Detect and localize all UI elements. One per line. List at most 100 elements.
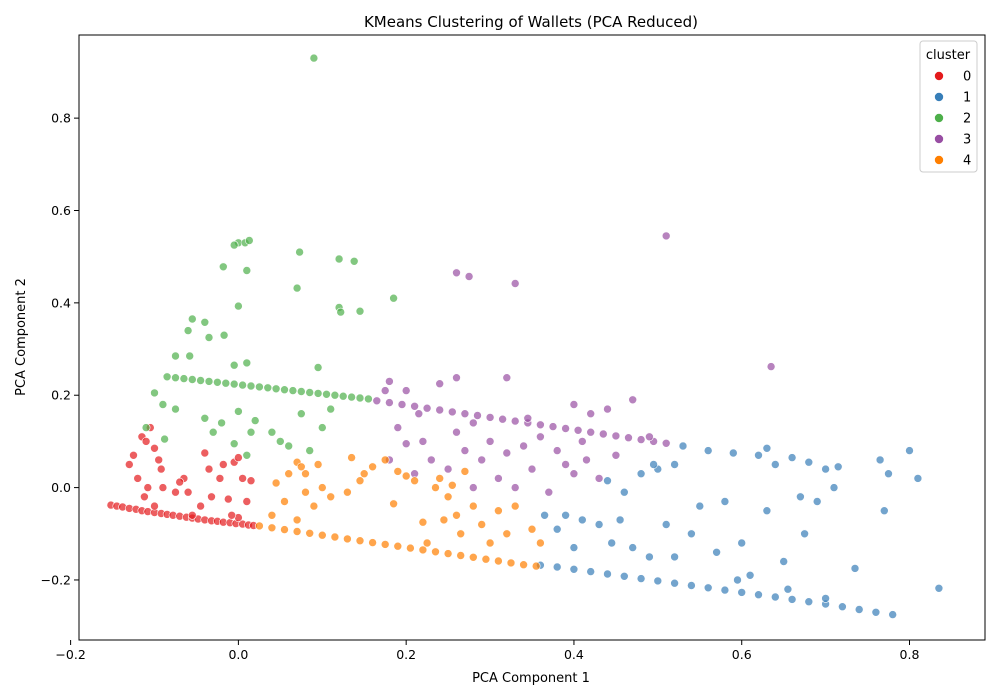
point-cluster-2 [219,330,229,340]
plot-frame [78,34,986,641]
point-cluster-4 [447,480,457,490]
point-cluster-4 [494,506,503,516]
point-cluster-1 [821,594,830,603]
point-cluster-4 [439,515,449,525]
point-cluster-3 [766,362,776,371]
point-cluster-2 [295,247,304,257]
point-cluster-3 [473,411,482,420]
point-cluster-3 [510,279,520,288]
point-cluster-3 [464,272,474,281]
point-cluster-2 [185,351,194,361]
point-cluster-1 [737,538,747,548]
point-cluster-4 [422,538,432,548]
point-cluster-0 [156,464,166,474]
point-cluster-2 [217,418,226,428]
point-cluster-1 [687,529,696,539]
point-cluster-4 [267,510,277,520]
point-cluster-2 [355,393,365,403]
point-cluster-0 [175,477,184,487]
point-cluster-2 [317,423,327,432]
point-cluster-3 [628,395,638,405]
point-cluster-0 [154,455,163,465]
point-cluster-4 [368,538,377,547]
point-cluster-3 [385,377,394,386]
point-cluster-1 [649,460,658,469]
point-cluster-2 [255,382,264,392]
point-cluster-2 [183,326,193,335]
point-cluster-3 [561,424,570,433]
point-cluster-4 [343,534,352,544]
point-cluster-4 [280,525,289,534]
point-cluster-1 [783,584,793,594]
point-cluster-3 [523,413,533,423]
point-cluster-2 [229,439,239,449]
point-cluster-2 [280,385,289,395]
point-cluster-1 [796,492,805,502]
point-cluster-4 [355,476,365,486]
point-cluster-4 [292,515,302,525]
point-cluster-2 [221,378,231,388]
point-cluster-1 [770,460,780,469]
point-cluster-1 [670,578,679,588]
point-cluster-1 [787,453,797,462]
point-cluster-1 [628,543,638,552]
point-cluster-4 [280,497,289,506]
point-cluster-1 [787,595,797,604]
point-cluster-2 [204,377,214,386]
point-cluster-4 [502,529,512,539]
point-cluster-0 [200,448,210,458]
point-cluster-2 [355,306,365,316]
point-cluster-3 [569,400,579,409]
point-cluster-1 [762,506,772,516]
point-cluster-2 [296,409,306,419]
point-cluster-1 [561,510,570,520]
point-cluster-2 [338,391,348,401]
point-cluster-1 [569,543,579,552]
y-tick-label: 0.0 [51,480,71,495]
point-cluster-3 [485,413,495,422]
point-cluster-3 [611,450,621,460]
point-cluster-0 [234,453,243,462]
point-cluster-3 [452,427,461,437]
point-cluster-2 [242,266,252,275]
x-tick-label: 0.4 [564,647,584,662]
point-cluster-1 [540,510,549,520]
point-cluster-2 [208,427,218,437]
point-cluster-3 [603,404,612,414]
point-cluster-0 [158,483,168,492]
point-cluster-4 [456,551,466,560]
legend-marker-3 [934,134,944,144]
point-cluster-4 [452,510,461,520]
y-tick-label: −0.2 [41,572,71,587]
point-cluster-2 [245,236,254,245]
point-cluster-1 [720,585,730,595]
point-cluster-1 [913,474,923,483]
point-cluster-0 [224,494,233,504]
point-cluster-3 [418,437,428,446]
point-cluster-3 [536,432,545,442]
point-cluster-4 [477,520,487,529]
point-cluster-4 [418,545,428,555]
point-cluster-2 [141,423,151,432]
point-cluster-0 [183,487,193,497]
point-cluster-2 [162,372,172,382]
point-cluster-4 [393,467,403,476]
point-cluster-4 [284,469,294,479]
point-cluster-2 [200,413,210,423]
legend-label-3: 3 [963,133,971,148]
point-cluster-1 [754,590,763,600]
point-cluster-3 [468,483,478,492]
point-cluster-3 [645,432,654,442]
point-cluster-4 [460,467,470,476]
point-cluster-1 [800,529,809,539]
point-cluster-1 [888,610,898,619]
point-cluster-4 [389,499,398,509]
point-cluster-3 [510,416,520,426]
point-cluster-2 [349,256,359,266]
point-cluster-1 [603,569,612,579]
point-cluster-2 [246,381,256,391]
point-cluster-4 [301,487,310,497]
point-cluster-1 [703,446,713,455]
point-cluster-1 [636,574,646,583]
point-cluster-4 [326,492,336,502]
